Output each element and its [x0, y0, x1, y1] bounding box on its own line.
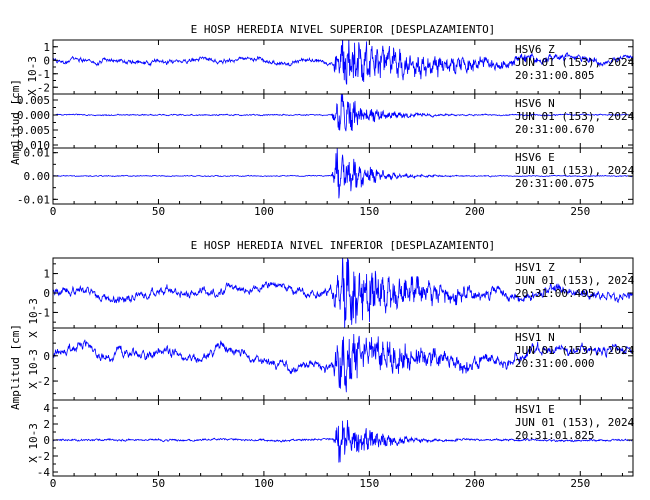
y-tick-label: 0: [43, 434, 50, 447]
station-label: 20:31:01.825: [515, 429, 594, 442]
y-tick-label: 1: [43, 41, 50, 54]
y-axis-label: Amplitud [cm]: [9, 324, 22, 410]
x-tick-label: 150: [359, 477, 379, 490]
station-label: JUN 01 (153), 2024: [515, 344, 635, 357]
y-tick-label: -0.01: [17, 193, 50, 206]
x-tick-label: 50: [152, 477, 165, 490]
y-tick-label: 2: [43, 418, 50, 431]
scale-factor-label: X 10-3: [27, 423, 40, 463]
station-label: 20:31:00.805: [515, 69, 594, 82]
y-tick-label: 0: [43, 54, 50, 67]
x-tick-label: 250: [570, 205, 590, 218]
y-tick-label: -0.010: [10, 139, 50, 152]
station-label: JUN 01 (153), 2024: [515, 164, 635, 177]
series-line-hsv1-e: [53, 420, 633, 463]
station-label: JUN 01 (153), 2024: [515, 274, 635, 287]
scale-factor-label: X 10-3: [27, 298, 40, 338]
y-tick-label: 1: [43, 268, 50, 281]
x-tick-label: 100: [254, 477, 274, 490]
y-tick-label: -4: [37, 466, 51, 479]
series-line-hsv6-z: [53, 40, 633, 85]
x-tick-label: 250: [570, 477, 590, 490]
y-tick-label: -2: [37, 81, 50, 94]
y-tick-label: 0: [43, 287, 50, 300]
x-tick-label: 200: [465, 477, 485, 490]
y-tick-label: 0: [43, 350, 50, 363]
y-axis-label: Amplitud [cm]: [9, 79, 22, 165]
chart-title: E HOSP HEREDIA NIVEL INFERIOR [DESPLAZAM…: [191, 239, 496, 252]
panel-frame: [52, 399, 634, 477]
y-tick-label: -2: [37, 450, 50, 463]
station-label: JUN 01 (153), 2024: [515, 56, 635, 69]
scale-factor-label: X 10-3: [27, 349, 40, 389]
x-tick-label: 100: [254, 205, 274, 218]
y-tick-label: 4: [43, 402, 50, 415]
station-label: HSV1 Z: [515, 261, 555, 274]
series-line-hsv1-n: [53, 334, 633, 393]
station-label: JUN 01 (153), 2024: [515, 110, 635, 123]
y-tick-label: -1: [37, 306, 50, 319]
station-label: 20:31:00.075: [515, 177, 594, 190]
y-tick-label: -0.005: [10, 124, 50, 137]
station-label: HSV6 Z: [515, 43, 555, 56]
y-tick-label: -2: [37, 375, 50, 388]
y-tick-label: 0.005: [17, 94, 50, 107]
x-tick-label: 0: [50, 477, 57, 490]
x-tick-label: 0: [50, 205, 57, 218]
station-label: HSV1 E: [515, 403, 555, 416]
y-tick-label: -1: [37, 68, 50, 81]
y-tick-label: 0.000: [17, 109, 50, 122]
x-tick-label: 150: [359, 205, 379, 218]
x-tick-label: 50: [152, 205, 165, 218]
station-label: 20:31:00.000: [515, 357, 594, 370]
x-tick-label: 200: [465, 205, 485, 218]
chart-title: E HOSP HEREDIA NIVEL SUPERIOR [DESPLAZAM…: [191, 23, 496, 36]
station-label: HSV1 N: [515, 331, 555, 344]
series-line-hsv6-e: [53, 148, 633, 199]
station-label: HSV6 E: [515, 151, 555, 164]
station-label: JUN 01 (153), 2024: [515, 416, 635, 429]
y-tick-label: 0.00: [24, 170, 51, 183]
scale-factor-label: X 10-3: [26, 56, 39, 96]
series-line-hsv1-z: [53, 258, 633, 328]
station-label: 20:31:00.670: [515, 123, 594, 136]
station-label: HSV6 N: [515, 97, 555, 110]
y-tick-label: 0.01: [24, 147, 51, 160]
station-label: 20:31:00.495: [515, 287, 594, 300]
series-line-hsv6-n: [53, 94, 633, 132]
